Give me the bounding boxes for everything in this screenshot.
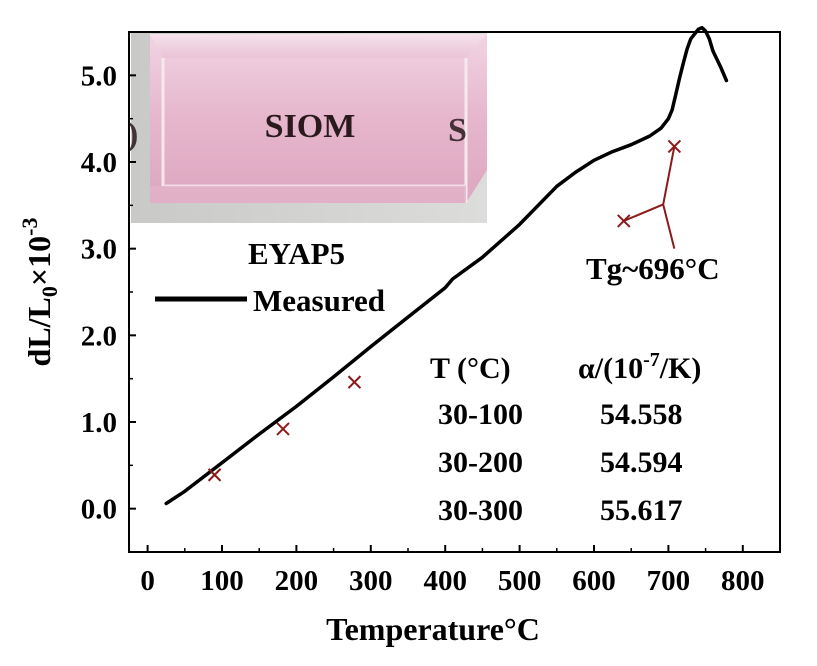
cte-table: T (°C) α/(10-7/K) 30-100 54.558 30-200 5… bbox=[430, 349, 701, 527]
table-header-alpha-part-a: α/(10 bbox=[578, 352, 643, 385]
table-row-1-range: 30-100 bbox=[438, 398, 523, 431]
table-row-1-alpha: 54.558 bbox=[600, 398, 683, 431]
y-tick-label-0.0: 0.0 bbox=[81, 494, 117, 526]
legend-title: EYAP5 bbox=[248, 236, 345, 271]
inset-photo-label: SIOM bbox=[265, 108, 356, 145]
glass-bottom-face bbox=[150, 186, 466, 203]
series-layer bbox=[164, 25, 729, 506]
y-tick-label-5.0: 5.0 bbox=[81, 60, 117, 92]
table-header-alpha: α/(10-7/K) bbox=[578, 349, 701, 385]
table-row-3-range: 30-300 bbox=[438, 494, 523, 527]
y-axis-title-sup: -3 bbox=[17, 218, 42, 236]
x-tick-label-300: 300 bbox=[349, 565, 393, 597]
axes: 0 100 200 300 400 500 600 700 800 0.0 1.0 2.0 3.0 4.0… bbox=[81, 60, 765, 597]
inset-photo: SIOM S ) bbox=[127, 33, 487, 223]
y-axis-title-times: ×10 bbox=[21, 236, 57, 286]
table-header-alpha-part-b: /K) bbox=[659, 352, 702, 385]
y-tick-label-2.0: 2.0 bbox=[81, 320, 117, 352]
x-tick-label-400: 400 bbox=[423, 565, 467, 597]
y-axis-title-main: dL/L bbox=[21, 297, 57, 366]
x-tick-label-0: 0 bbox=[140, 565, 155, 597]
x-marker-stroke bbox=[617, 214, 631, 228]
table-row-2-range: 30-200 bbox=[438, 446, 523, 479]
y-axis-title-sub: 0 bbox=[37, 286, 62, 297]
x-marker-5 bbox=[667, 139, 682, 154]
x-marker-2 bbox=[276, 422, 290, 436]
x-marker-1 bbox=[207, 468, 222, 482]
tg-tangent-line-1 bbox=[623, 203, 664, 222]
x-marker-3 bbox=[347, 375, 362, 389]
y-tick-label-3.0: 3.0 bbox=[81, 234, 117, 266]
inset-photo-mirror-glyph: S bbox=[448, 112, 467, 149]
y-tick-label-1.0: 1.0 bbox=[81, 407, 117, 439]
x-marker-stroke bbox=[667, 139, 682, 154]
x-tick-label-600: 600 bbox=[572, 565, 616, 597]
x-tick-label-500: 500 bbox=[498, 565, 542, 597]
x-marker-4 bbox=[617, 214, 631, 228]
table-row-3-alpha: 55.617 bbox=[600, 494, 683, 527]
glass-block bbox=[150, 34, 487, 203]
y-axis-title: dL/L0×10-3 bbox=[17, 218, 62, 367]
tg-tangent-line-2 bbox=[662, 146, 676, 205]
x-axis-title: Temperature°C bbox=[326, 611, 540, 647]
tg-annotation: Tg~696°C bbox=[586, 251, 720, 286]
table-header-temperature: T (°C) bbox=[430, 352, 511, 385]
table-row-2-alpha: 54.594 bbox=[600, 446, 683, 479]
legend: EYAP5 Measured bbox=[155, 236, 385, 318]
x-tick-label-800: 800 bbox=[721, 565, 765, 597]
x-marker-stroke bbox=[276, 422, 290, 436]
x-marker-stroke bbox=[207, 468, 222, 482]
x-tick-label-700: 700 bbox=[647, 565, 691, 597]
inset-photo-mirror-glyph-left: ) bbox=[127, 116, 138, 153]
tg-tangent-line-3 bbox=[662, 204, 676, 249]
series-line-measured bbox=[164, 25, 729, 506]
x-tick-label-200: 200 bbox=[275, 565, 319, 597]
glass-top-face bbox=[150, 34, 487, 58]
y-tick-label-4.0: 4.0 bbox=[81, 147, 117, 179]
marker-layer bbox=[207, 139, 682, 482]
legend-entry-measured: Measured bbox=[253, 283, 385, 318]
x-tick-label-100: 100 bbox=[200, 565, 244, 597]
table-header-alpha-sup: -7 bbox=[643, 349, 660, 371]
x-marker-stroke bbox=[347, 375, 362, 389]
